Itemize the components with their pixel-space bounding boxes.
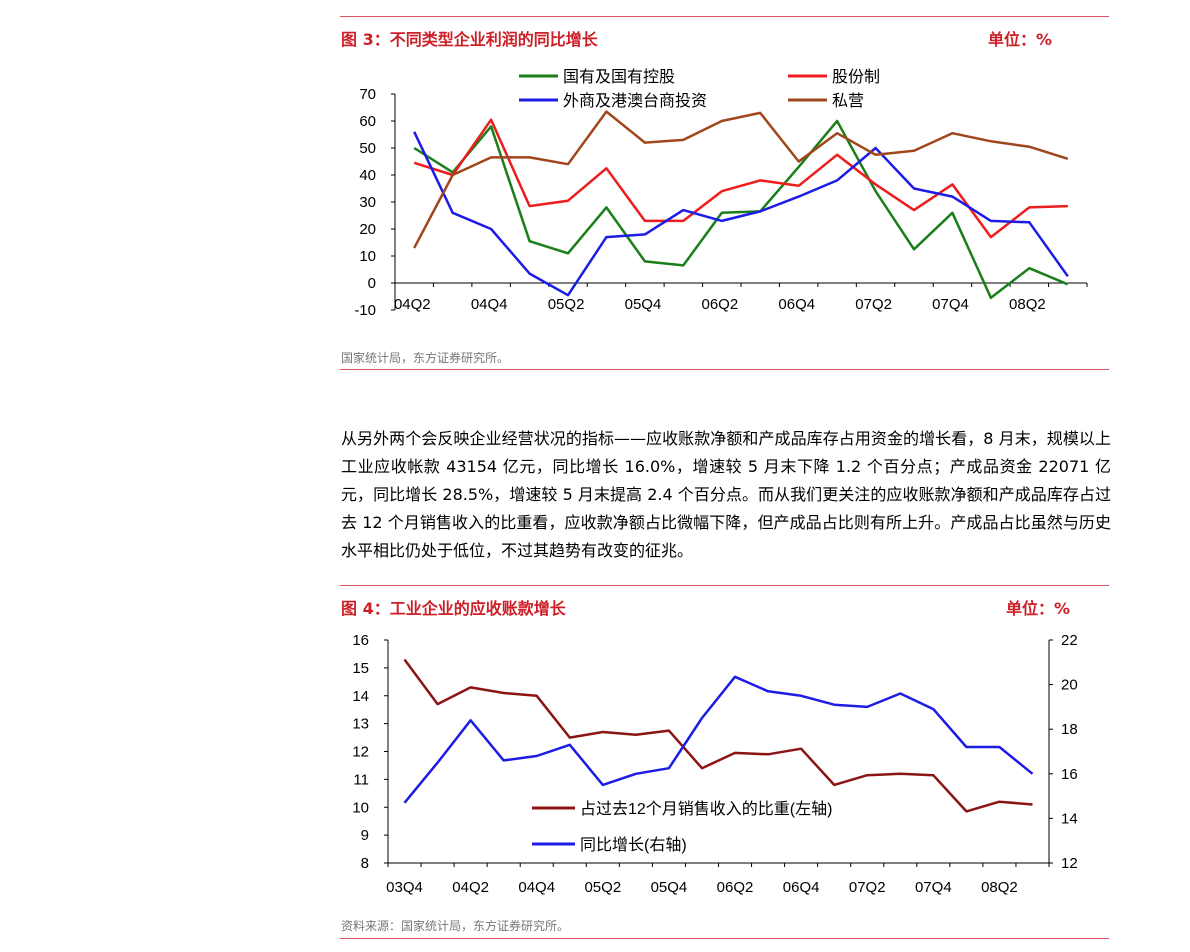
figure3-y-tick-label: 40 [359, 167, 376, 184]
figure4-left-tick-label: 11 [353, 771, 369, 788]
figure4-x-tick-label: 06Q2 [717, 879, 754, 896]
figure3-title: 图 3：不同类型企业利润的同比增长 [341, 30, 598, 49]
figure4-legend-label: 占过去12个月销售收入的比重(左轴) [580, 800, 832, 818]
figure4-right-tick-label: 16 [1061, 766, 1078, 783]
figure4-source: 资料来源：国家统计局，东方证券研究所。 [341, 919, 570, 933]
figure4-right-tick-label: 12 [1061, 855, 1078, 872]
figure4-x-tick-label: 05Q4 [651, 879, 688, 896]
figure3-y-tick-label: 10 [359, 248, 376, 265]
figure3-y-tick-label: 30 [359, 194, 376, 211]
figure3-series-line [413, 118, 1068, 239]
figure4-x-tick-label: 08Q2 [981, 879, 1018, 896]
figure4-x-tick-label: 06Q4 [783, 879, 820, 896]
figure4-left-tick-label: 12 [352, 744, 369, 761]
figure4-right-tick-label: 18 [1061, 721, 1078, 738]
figure3-bottom-rule [340, 369, 1109, 370]
figure4-x-tick-label: 04Q2 [452, 879, 489, 896]
figure4-left-tick-label: 9 [361, 827, 369, 844]
figure3-x-tick-label: 04Q2 [394, 296, 431, 313]
figure4-x-tick-label: 07Q2 [849, 879, 886, 896]
figure4-title: 图 4：工业企业的应收账款增长 [341, 599, 566, 618]
figure3-source: 国家统计局，东方证券研究所。 [341, 351, 510, 365]
figure4-left-tick-label: 8 [361, 855, 369, 872]
figure3-axes: 70 60 50 40 30 20 10 0 -10 04Q2 04Q4 05Q2 05Q4 06Q2 06… [354, 86, 1088, 319]
figure4-bottom-rule [340, 938, 1109, 939]
figure4-x-tick-label: 07Q4 [915, 879, 952, 896]
figure4-left-tick-label: 13 [352, 716, 369, 733]
figure4-left-tick-label: 10 [352, 799, 369, 816]
figure3-x-tick-label: 05Q2 [548, 296, 585, 313]
figure3-x-tick-label: 07Q4 [932, 296, 969, 313]
figure3-x-tick-label: 05Q4 [625, 296, 662, 313]
figure3-series [413, 110, 1069, 300]
figure3-series-line [413, 119, 1069, 300]
figure3-x-tick-label: 07Q2 [855, 296, 892, 313]
figure3-x-tick-label: 08Q2 [1009, 296, 1046, 313]
figure3-series-line [413, 131, 1069, 297]
figure3-y-tick-label: 60 [359, 113, 376, 130]
figure4-series-line [403, 658, 1033, 813]
figure4-series [403, 658, 1034, 813]
figure4-left-tick-label: 16 [352, 632, 369, 649]
figure4-top-rule [340, 585, 1109, 586]
figure3-series-line [413, 110, 1069, 249]
figure4-series-line [403, 675, 1034, 804]
figure3-y-tick-label: 70 [359, 86, 376, 103]
figure3-y-tick-label: -10 [354, 302, 376, 319]
figure3-legend-label: 私营 [832, 92, 864, 110]
figure3-y-tick-label: 20 [359, 221, 376, 238]
figure3-x-tick-label: 06Q2 [702, 296, 739, 313]
body-paragraph: 从另外两个会反映企业经营状况的指标——应收账款净额和产成品库存占用资金的增长看，… [341, 425, 1111, 565]
figure4-legend-label: 同比增长(右轴) [580, 836, 687, 854]
figure3-legend-label: 国有及国有控股 [563, 68, 675, 86]
figure3-x-tick-label: 04Q4 [471, 296, 508, 313]
figure3-x-tick-label: 06Q4 [778, 296, 815, 313]
figure4-x-tick-label: 05Q2 [584, 879, 621, 896]
figure3-chart: 70 60 50 40 30 20 10 0 -10 04Q2 04Q4 05Q2 05Q4 06Q2 06… [354, 68, 1088, 319]
figure4-left-tick-label: 14 [352, 688, 369, 705]
figure4-right-tick-label: 20 [1061, 677, 1078, 694]
figure3-top-rule [340, 16, 1109, 17]
figure4-x-tick-label: 04Q4 [518, 879, 555, 896]
figure3-unit: 单位：% [988, 30, 1053, 49]
figure4-right-tick-label: 14 [1061, 810, 1078, 827]
paragraph-text: 从另外两个会反映企业经营状况的指标——应收账款净额和产成品库存占用资金的增长看，… [341, 429, 1111, 560]
figure4-x-tick-label: 03Q4 [386, 879, 423, 896]
figure3-legend-label: 外商及港澳台商投资 [563, 92, 707, 110]
figure4-right-tick-label: 22 [1061, 632, 1078, 649]
figure3-y-tick-label: 50 [359, 140, 376, 157]
figure4-axes: 16 15 14 13 12 11 10 9 8 22 20 18 16 14 12 03Q4 04Q2 04Q4… [352, 632, 1077, 896]
figure3-legend-label: 股份制 [832, 68, 880, 86]
figure4-chart: 16 15 14 13 12 11 10 9 8 22 20 18 16 14 12 03Q4 04Q2 04Q4… [352, 632, 1077, 896]
figure4-legend: 占过去12个月销售收入的比重(左轴) 同比增长(右轴) [532, 800, 832, 854]
figure4-unit: 单位：% [1006, 599, 1071, 618]
figure4-left-tick-label: 15 [352, 660, 369, 677]
figure3-y-tick-label: 0 [368, 275, 376, 292]
